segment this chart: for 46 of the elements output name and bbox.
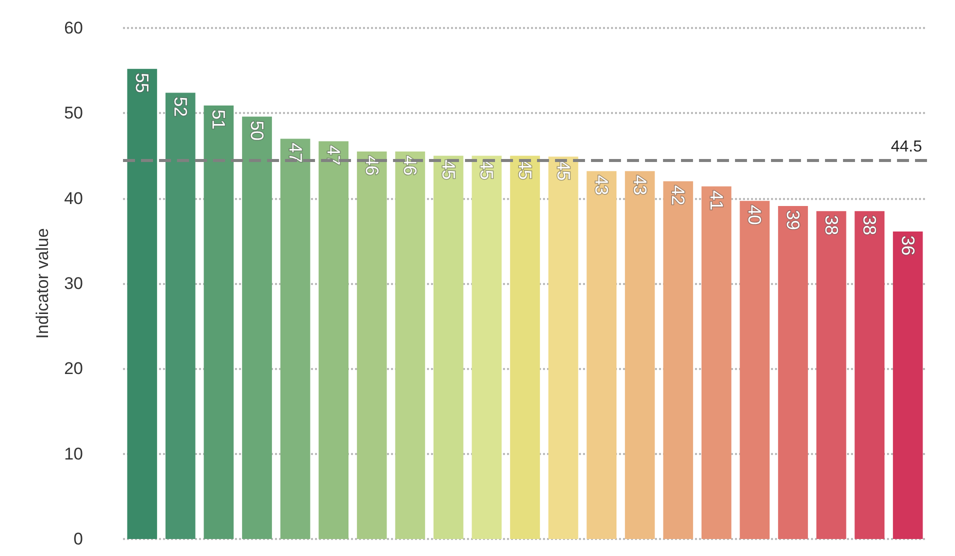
data-label: 51 (208, 110, 229, 130)
data-label: 36 (898, 236, 918, 256)
y-tick-label: 10 (64, 444, 83, 464)
bar (548, 156, 578, 539)
data-label: 38 (860, 215, 880, 236)
bar (165, 92, 196, 539)
bar (127, 68, 158, 539)
data-label: 38 (821, 215, 842, 236)
data-label: 43 (630, 175, 650, 196)
y-tick-label: 50 (64, 104, 83, 123)
bar (356, 151, 387, 539)
ref-line-label: 44.5 (890, 138, 922, 156)
bar (624, 171, 655, 539)
y-tick-label: 60 (64, 18, 83, 38)
data-label: 41 (706, 190, 726, 210)
data-label: 47 (285, 142, 306, 163)
data-label: 55 (132, 72, 152, 93)
data-label: 43 (592, 175, 612, 196)
bar (318, 141, 349, 539)
data-label: 42 (668, 185, 688, 206)
bar (740, 200, 770, 539)
bar (663, 181, 694, 539)
y-tick-label: 0 (74, 530, 83, 548)
bar (242, 116, 272, 539)
bar (778, 206, 808, 539)
bar (280, 138, 310, 539)
bar (510, 156, 540, 539)
bar (586, 171, 617, 539)
bar (433, 156, 464, 539)
y-tick-label: 20 (64, 359, 83, 378)
y-tick-label: 40 (64, 188, 83, 208)
data-label: 52 (170, 96, 190, 117)
data-label: 45 (553, 160, 574, 181)
bar (204, 106, 234, 539)
bar (472, 156, 502, 539)
bar (854, 211, 885, 539)
data-label: 45 (438, 160, 458, 180)
bar (395, 151, 426, 539)
y-tick-label: 30 (64, 274, 83, 293)
data-label: 50 (247, 120, 267, 141)
bar (816, 211, 846, 539)
bar (892, 232, 923, 539)
bar (701, 186, 732, 539)
data-label: 40 (744, 204, 765, 225)
data-label: 39 (783, 210, 803, 230)
y-axis-title: Indicator value (33, 228, 52, 339)
